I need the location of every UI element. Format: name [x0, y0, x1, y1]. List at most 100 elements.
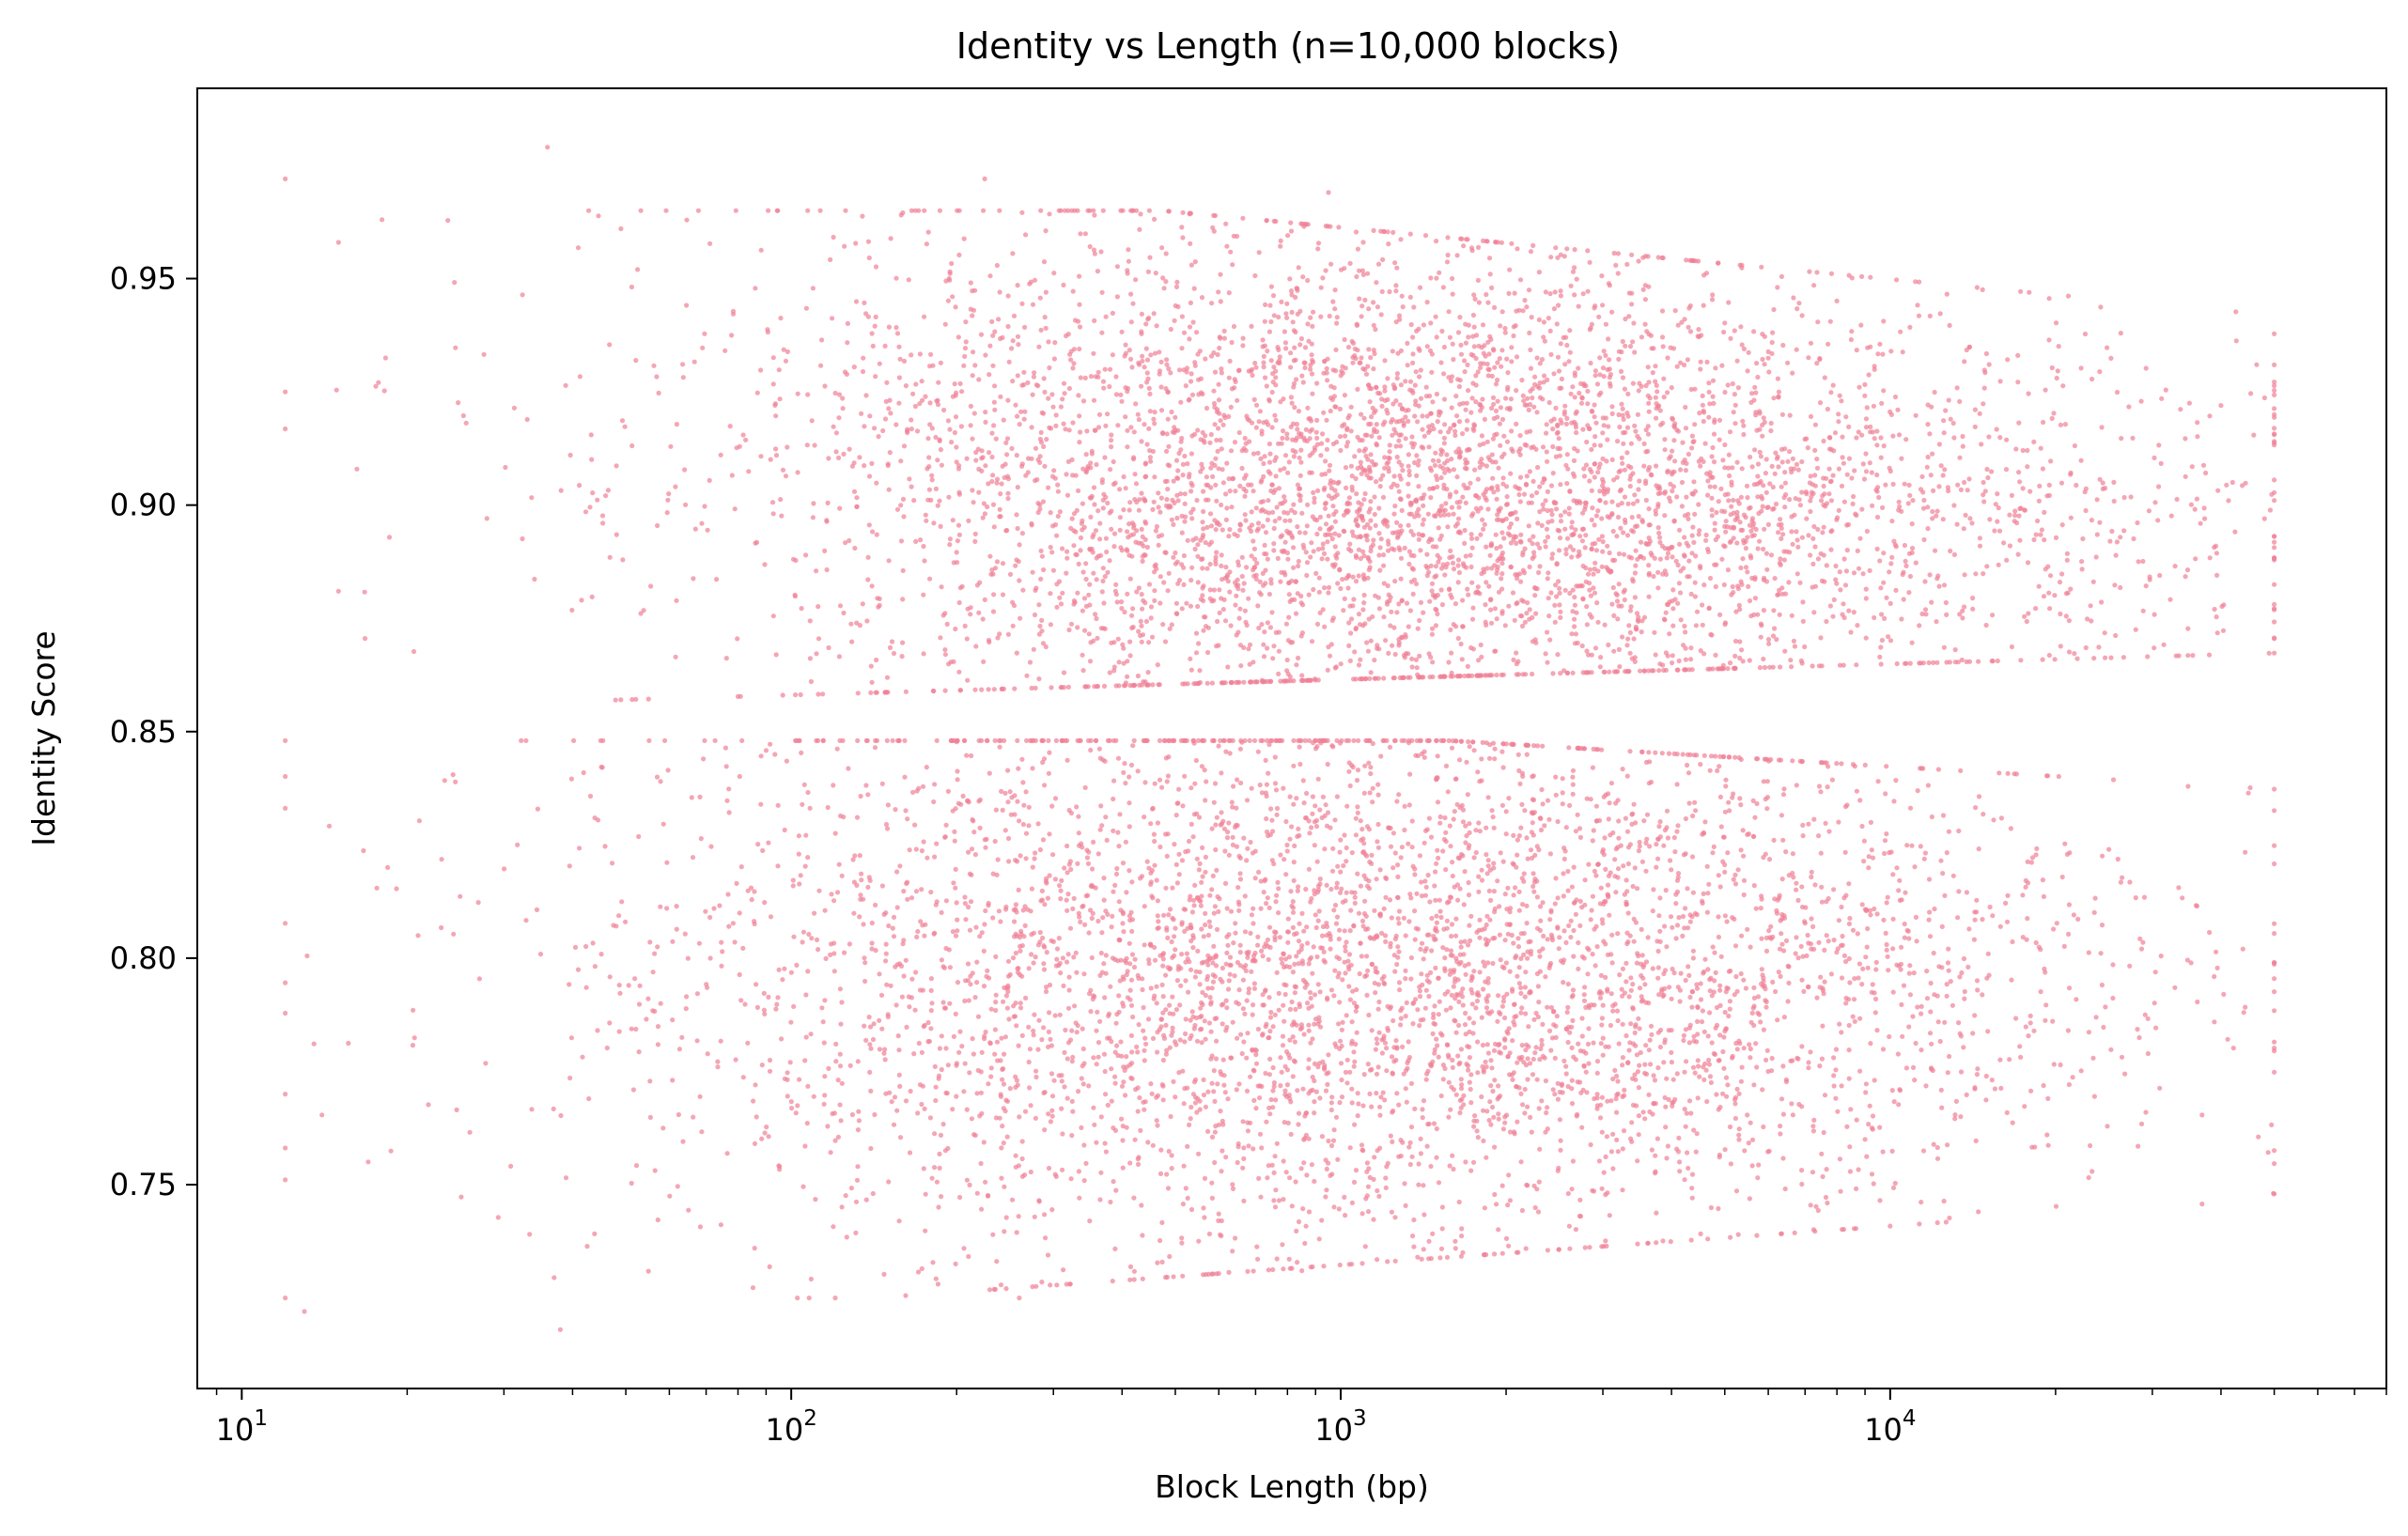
- data-point: [1938, 858, 1944, 863]
- data-point: [1094, 1140, 1099, 1145]
- data-point: [1123, 385, 1128, 391]
- data-point: [1578, 380, 1584, 386]
- data-point: [1272, 1204, 1279, 1210]
- data-point: [1589, 546, 1594, 552]
- data-point: [1549, 512, 1555, 518]
- data-point: [1492, 756, 1498, 762]
- data-point: [989, 478, 995, 485]
- data-point: [1396, 313, 1403, 318]
- data-point: [520, 292, 525, 298]
- data-point: [1558, 1147, 1563, 1153]
- data-point: [2120, 875, 2125, 880]
- data-point: [853, 299, 860, 304]
- data-point: [1443, 867, 1449, 873]
- data-point: [2054, 375, 2059, 381]
- data-point: [1633, 548, 1639, 553]
- data-point: [1863, 954, 1869, 960]
- data-point: [1687, 919, 1693, 924]
- data-point: [1131, 1277, 1137, 1282]
- data-point: [1649, 1147, 1655, 1153]
- data-point: [2052, 657, 2058, 662]
- data-point: [1335, 1156, 1341, 1162]
- data-point: [1800, 833, 1806, 839]
- data-point: [1743, 985, 1748, 991]
- data-point: [1037, 295, 1043, 301]
- data-point: [1016, 1214, 1021, 1219]
- data-point: [1322, 485, 1328, 491]
- data-point: [1543, 974, 1548, 980]
- data-point: [1779, 1231, 1784, 1236]
- data-point: [824, 566, 830, 573]
- data-point: [1295, 1088, 1300, 1094]
- data-point: [1467, 1055, 1472, 1061]
- data-point: [1387, 744, 1393, 751]
- data-point: [1309, 427, 1315, 432]
- data-point: [1430, 458, 1437, 463]
- data-point: [1453, 394, 1459, 399]
- data-point: [1484, 852, 1489, 858]
- data-point: [1185, 681, 1190, 687]
- data-point: [1130, 606, 1136, 612]
- data-point: [1504, 439, 1511, 444]
- data-point: [991, 423, 997, 428]
- data-point: [1545, 1004, 1550, 1010]
- data-point: [1766, 369, 1772, 375]
- data-point: [1013, 1074, 1018, 1079]
- data-point: [1623, 899, 1629, 905]
- data-point: [646, 737, 652, 744]
- data-point: [1548, 590, 1554, 596]
- data-point: [962, 353, 968, 359]
- data-point: [1351, 923, 1357, 928]
- data-point: [1836, 411, 1841, 417]
- data-point: [1162, 550, 1168, 555]
- data-point: [1384, 737, 1390, 744]
- data-point: [1350, 340, 1357, 346]
- data-point: [589, 457, 595, 462]
- data-point: [1872, 614, 1877, 621]
- data-point: [994, 1039, 1001, 1045]
- data-point: [1283, 1170, 1289, 1175]
- data-point: [1637, 1063, 1642, 1068]
- data-point: [1595, 747, 1601, 752]
- data-point: [775, 802, 781, 808]
- data-point: [1237, 483, 1243, 489]
- data-point: [1166, 443, 1172, 449]
- data-point: [1491, 401, 1497, 407]
- data-point: [1284, 315, 1290, 320]
- data-point: [1194, 497, 1200, 504]
- data-point: [1455, 580, 1461, 585]
- data-point: [1925, 526, 1931, 532]
- data-point: [782, 827, 787, 833]
- data-point: [910, 391, 916, 396]
- data-point: [866, 522, 872, 528]
- data-point: [868, 1088, 874, 1094]
- data-point: [1601, 423, 1607, 428]
- data-point: [1479, 877, 1485, 883]
- data-point: [1728, 1234, 1733, 1240]
- data-point: [1204, 524, 1210, 531]
- data-point: [1213, 963, 1220, 969]
- data-point: [1451, 984, 1456, 989]
- data-point: [1646, 1047, 1652, 1053]
- data-point: [733, 208, 738, 213]
- data-point: [1799, 313, 1805, 318]
- data-point: [933, 1097, 939, 1104]
- data-point: [1497, 421, 1502, 427]
- data-point: [1403, 1202, 1408, 1208]
- data-point: [928, 1026, 934, 1032]
- data-point: [1100, 757, 1106, 763]
- data-point: [1818, 635, 1824, 641]
- data-point: [999, 1145, 1004, 1151]
- data-point: [1506, 1172, 1512, 1178]
- data-point: [1289, 1203, 1295, 1209]
- data-point: [1474, 998, 1480, 1004]
- data-point: [1359, 411, 1364, 417]
- data-point: [1209, 680, 1215, 686]
- data-point: [2062, 422, 2068, 427]
- data-point: [2050, 1018, 2056, 1024]
- data-point: [738, 998, 744, 1003]
- data-point: [1289, 999, 1295, 1005]
- data-point: [1470, 1159, 1477, 1165]
- data-point: [2038, 532, 2043, 537]
- data-point: [1490, 936, 1496, 941]
